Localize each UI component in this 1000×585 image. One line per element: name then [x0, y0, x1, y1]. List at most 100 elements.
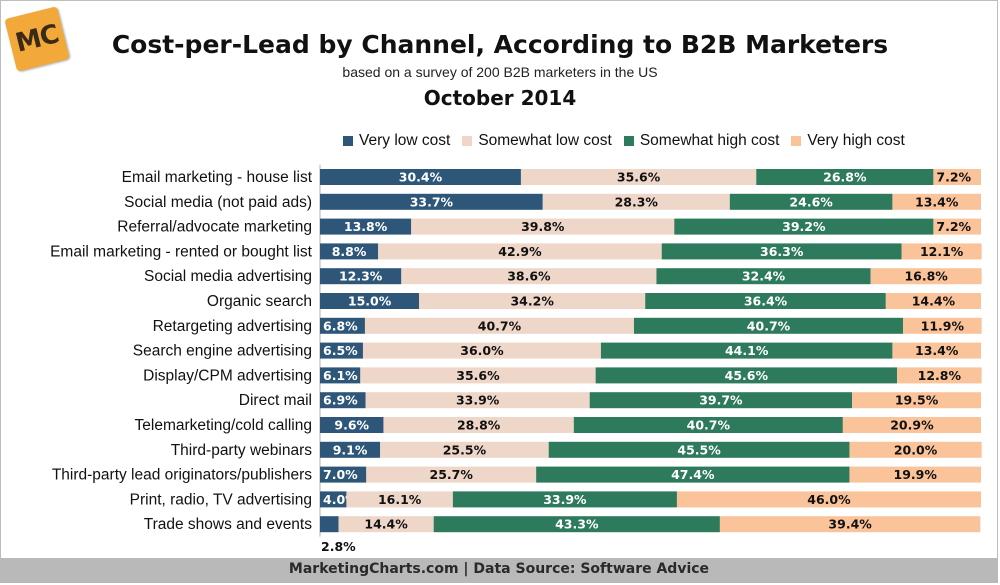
bar-segment — [897, 367, 982, 384]
data-label: 30.4% — [399, 170, 443, 185]
bar-segment — [674, 218, 934, 235]
category-label: Referral/advocate marketing — [117, 219, 312, 236]
bar-segment — [411, 218, 675, 235]
data-label: 34.2% — [510, 294, 554, 309]
bar-segment — [366, 466, 537, 483]
bar-segment — [589, 392, 853, 409]
bar-segment — [320, 417, 384, 433]
category-label: Third-party webinars — [171, 442, 313, 459]
bar-segment — [401, 268, 657, 285]
bar-segment — [573, 417, 843, 433]
chart-date: October 2014 — [423, 86, 577, 110]
bar-segment — [849, 441, 982, 458]
data-label: 6.9% — [323, 393, 358, 408]
data-label: 7.2% — [936, 219, 971, 234]
category-label: Search engine advertising — [133, 343, 312, 360]
data-label: 13.4% — [915, 343, 959, 358]
bar-segment — [849, 466, 981, 483]
category-label: Social media advertising — [144, 268, 312, 285]
bar-segment — [595, 367, 898, 384]
bar-segment — [645, 293, 886, 309]
bar-segment — [842, 417, 981, 433]
bar-segment — [901, 243, 982, 260]
bar-segment — [320, 193, 543, 210]
data-label: 16.1% — [378, 492, 422, 507]
legend-label-somewhat-high: Somewhat high cost — [639, 132, 780, 149]
bar-segment — [600, 342, 893, 359]
legend-swatch-very-high — [791, 136, 802, 146]
data-label: 24.6% — [789, 194, 833, 209]
bar-segment — [892, 193, 981, 210]
chart-title: Cost-per-Lead by Channel, According to B… — [111, 30, 889, 59]
legend-item-very-low: Very low cost — [343, 132, 450, 150]
bar-segment — [661, 243, 902, 260]
data-label: 7.0% — [323, 467, 358, 482]
legend-item-somewhat-high: Somewhat high cost — [623, 132, 780, 150]
data-label: 45.6% — [725, 368, 769, 383]
bar-segment — [320, 293, 420, 309]
data-label: 12.3% — [339, 269, 383, 284]
data-label: 12.1% — [920, 244, 964, 259]
data-label: 14.4% — [912, 294, 956, 309]
bar-segment — [933, 169, 981, 185]
bar-segment — [320, 243, 379, 260]
category-label: Retargeting advertising — [153, 318, 312, 335]
bar-segment — [346, 491, 453, 508]
bar-segment — [548, 441, 850, 458]
legend-item-very-high: Very high cost — [791, 132, 905, 150]
category-label: Print, radio, TV advertising — [130, 491, 312, 508]
bar-segment — [365, 392, 590, 409]
bar-segment — [320, 367, 361, 384]
data-label: 40.7% — [747, 318, 791, 333]
data-label: 40.7% — [687, 418, 731, 433]
data-label: 25.5% — [443, 442, 487, 457]
category-label: Display/CPM advertising — [143, 367, 312, 384]
source-footer: MarketingCharts.com | Data Source: Softw… — [0, 558, 998, 583]
bar-segment — [885, 293, 981, 309]
legend-item-somewhat-low: Somewhat low cost — [462, 132, 612, 150]
bar-segment — [338, 516, 434, 533]
category-label: Email marketing - rented or bought list — [50, 243, 313, 260]
category-label: Organic search — [207, 293, 312, 310]
data-label: 35.6% — [456, 368, 500, 383]
legend-label-somewhat-low: Somewhat low cost — [478, 132, 612, 149]
bar-segment — [870, 268, 982, 285]
data-label: 35.6% — [617, 170, 661, 185]
bar-segment — [903, 317, 982, 334]
bar-segment — [320, 516, 339, 533]
data-label: 12.8% — [918, 368, 962, 383]
bar-segment — [892, 342, 981, 359]
bar-segment — [383, 417, 574, 433]
data-label: 33.7% — [410, 194, 454, 209]
legend-swatch-very-low — [343, 136, 353, 146]
data-label: 14.4% — [364, 517, 408, 532]
bar-segment — [320, 268, 402, 285]
data-label: 13.8% — [344, 219, 388, 234]
legend-label-very-low: Very low cost — [359, 132, 451, 149]
bar-segment — [676, 491, 981, 508]
bar-segment — [542, 193, 730, 210]
bar-segment — [362, 342, 601, 359]
chart-subtitle: based on a survey of 200 B2B marketers i… — [342, 64, 658, 80]
bar-segment — [364, 317, 634, 334]
data-label: 46.0% — [807, 492, 851, 507]
data-label: 39.7% — [699, 393, 743, 408]
bar-segment — [378, 243, 662, 260]
bar-segment — [320, 441, 381, 458]
data-label: 28.3% — [615, 194, 659, 209]
data-label: 32.4% — [742, 269, 786, 284]
data-label: 6.8% — [323, 318, 358, 333]
data-label: 8.8% — [332, 244, 367, 259]
data-label: 33.9% — [456, 393, 500, 408]
legend-swatch-somewhat-high — [623, 136, 634, 146]
bar-segment — [320, 392, 366, 409]
data-label: 47.4% — [671, 467, 715, 482]
data-label: 40.7% — [478, 318, 522, 333]
data-label: 25.7% — [430, 467, 474, 482]
data-label: 36.4% — [744, 294, 788, 309]
data-label: 2.8% — [321, 539, 356, 554]
data-label: 11.9% — [921, 318, 965, 333]
bar-segment — [729, 193, 893, 210]
data-label: 43.3% — [555, 517, 599, 532]
data-label: 36.3% — [760, 244, 804, 259]
